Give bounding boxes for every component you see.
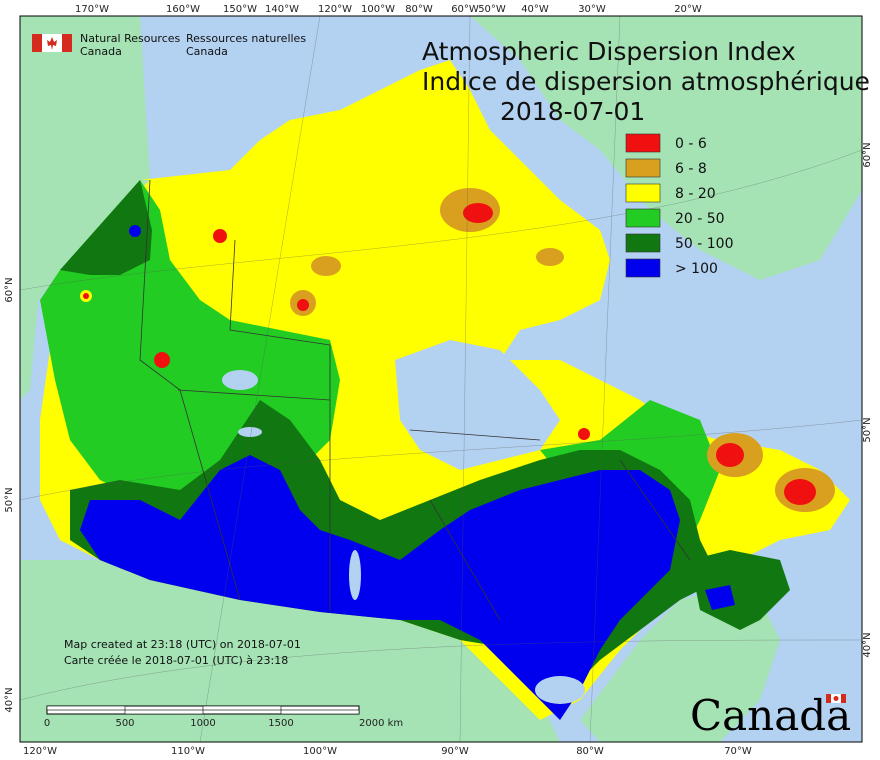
zone-maritimes-blue: [705, 585, 735, 610]
graticule-top-label: 60°W: [451, 4, 479, 15]
graticule-bottom-label: 110°W: [171, 746, 205, 757]
graticule-top-label: 170°W: [75, 4, 109, 15]
graticule-right-labels: 60°N 50°N 40°N: [862, 142, 873, 657]
graticule-bottom-labels: 120°W 110°W 100°W 90°W 80°W 70°W: [23, 746, 752, 757]
alaska-south: [20, 300, 38, 400]
agency-en-line1: Natural Resources: [80, 32, 181, 45]
credits-fr: Carte créée le 2018-07-01 (UTC) à 23:18: [64, 654, 288, 667]
hotspot-nw-1: [213, 229, 227, 243]
title-fr: Indice de dispersion atmosphérique: [422, 67, 870, 96]
scale-label: 1500: [268, 718, 293, 729]
graticule-top-label: 150°W: [223, 4, 257, 15]
credits-en: Map created at 23:18 (UTC) on 2018-07-01: [64, 638, 301, 651]
hotspot-yukon-blue: [129, 225, 141, 237]
graticule-bottom-label: 120°W: [23, 746, 57, 757]
title-date: 2018-07-01: [500, 97, 645, 126]
hotspot-north-1-core: [297, 299, 309, 311]
map-border: [19, 15, 863, 743]
legend-label: 50 - 100: [675, 236, 734, 252]
zone-darkgreen-yukon: [60, 180, 152, 275]
scale-label: 1000: [190, 718, 215, 729]
graticule-left-labels: 60°N 50°N 40°N: [4, 277, 15, 712]
hotspot-newfoundland-core: [784, 479, 816, 505]
graticule-top-label: 20°W: [674, 4, 702, 15]
graticule-top-label: 40°W: [521, 4, 549, 15]
zone-maritimes: [690, 550, 790, 630]
agency-fr-line1: Ressources naturelles: [186, 32, 306, 45]
legend-label: > 100: [675, 261, 718, 277]
hotspot-north-2: [311, 256, 341, 276]
legend-label: 20 - 50: [675, 211, 725, 227]
title-en: Atmospheric Dispersion Index: [422, 37, 796, 66]
hotspot-quebec: [578, 428, 590, 440]
hotspot-labrador-core: [716, 443, 744, 467]
legend-swatch: [625, 233, 661, 253]
graticule-left-label: 50°N: [4, 487, 15, 512]
alaska: [20, 16, 150, 300]
graticule-top-labels: 170°W 160°W 150°W 140°W 120°W 100°W 80°W 60°W 50…: [75, 4, 702, 15]
graticule-right-label: 60°N: [862, 142, 873, 167]
hotspot-baffin-south: [536, 248, 564, 266]
lake-winnipeg: [349, 550, 361, 600]
hotspot-nw-2: [154, 352, 170, 368]
legend-label: 6 - 8: [675, 161, 707, 177]
zone-blue: [80, 455, 680, 720]
graticule: [19, 15, 863, 743]
legend-label: 8 - 20: [675, 186, 716, 202]
hotspot-nw-3-core: [83, 293, 89, 299]
wordmark-flag-icon: [826, 694, 846, 703]
legend-swatch: [625, 258, 661, 278]
graticule-top-label: 120°W: [318, 4, 352, 15]
agency-fr-line2: Canada: [186, 45, 228, 58]
greenland: [470, 16, 862, 280]
scale-label: 0: [44, 718, 50, 729]
graticule-top-label: 80°W: [405, 4, 433, 15]
scale-bar-labels: 0 500 1000 1500 2000 km: [44, 718, 403, 729]
graticule-bottom-label: 70°W: [724, 746, 752, 757]
usa-land-east: [580, 590, 780, 742]
hudson-bay: [395, 340, 560, 470]
graticule-bottom-label: 100°W: [303, 746, 337, 757]
scale-bar: [46, 705, 360, 715]
graticule-bottom-label: 90°W: [441, 746, 469, 757]
legend-label: 0 - 6: [675, 136, 707, 152]
legend-swatch: [625, 208, 661, 228]
great-slave-lake: [238, 427, 262, 437]
graticule-right-label: 40°N: [862, 632, 873, 657]
canada-flag-logo: [32, 34, 72, 52]
legend: 0 - 6 6 - 8 8 - 20 20 - 50 50 - 100 > 100: [625, 133, 734, 278]
graticule-top-label: 100°W: [361, 4, 395, 15]
canada-wordmark: Canada: [690, 691, 851, 740]
graticule-left-label: 40°N: [4, 687, 15, 712]
scale-label: 2000 km: [359, 718, 403, 729]
agency-en-line2: Canada: [80, 45, 122, 58]
hotspot-baffin-core: [463, 203, 493, 223]
graticule-bottom-label: 80°W: [576, 746, 604, 757]
graticule-top-label: 50°W: [478, 4, 506, 15]
graticule-top-label: 160°W: [166, 4, 200, 15]
graticule-top-label: 30°W: [578, 4, 606, 15]
graticule-left-label: 60°N: [4, 277, 15, 302]
legend-swatch: [625, 158, 661, 178]
scale-label: 500: [115, 718, 134, 729]
boundaries: [139, 179, 691, 621]
graticule-top-label: 140°W: [265, 4, 299, 15]
graticule-right-label: 50°N: [862, 417, 873, 442]
legend-swatch: [625, 183, 661, 203]
usa-land: [20, 560, 560, 742]
great-lakes: [535, 676, 585, 704]
great-bear-lake: [222, 370, 258, 390]
legend-swatch: [625, 133, 661, 153]
